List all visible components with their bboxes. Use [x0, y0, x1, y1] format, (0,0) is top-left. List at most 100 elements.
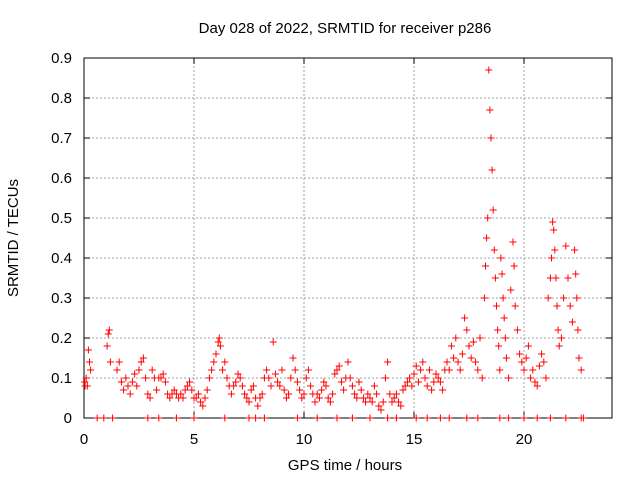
- y-tick-label: 0.8: [51, 90, 72, 107]
- data-point: [403, 378, 411, 386]
- data-point: [522, 354, 530, 362]
- data-point: [542, 374, 550, 382]
- data-point: [384, 414, 392, 422]
- data-point: [370, 382, 378, 390]
- data-point: [439, 386, 447, 394]
- data-point: [307, 382, 315, 390]
- data-point: [509, 238, 517, 246]
- data-point: [183, 382, 191, 390]
- data-point: [205, 374, 213, 382]
- data-point: [524, 342, 532, 350]
- data-point: [458, 350, 466, 358]
- data-point: [144, 390, 152, 398]
- data-point: [392, 390, 400, 398]
- data-point: [355, 378, 363, 386]
- data-point: [227, 390, 235, 398]
- data-point: [553, 302, 561, 310]
- data-point: [84, 346, 92, 354]
- data-point: [293, 414, 301, 422]
- data-point: [533, 382, 541, 390]
- data-point: [483, 234, 491, 242]
- data-point: [300, 390, 308, 398]
- data-point: [491, 274, 499, 282]
- data-point: [482, 262, 489, 270]
- data-point: [544, 294, 552, 302]
- data-point: [552, 274, 560, 282]
- data-point: [465, 342, 473, 350]
- data-point: [188, 386, 196, 394]
- data-point: [381, 374, 389, 382]
- data-point: [216, 342, 224, 350]
- data-point: [412, 362, 420, 370]
- data-point: [575, 354, 583, 362]
- data-point: [269, 338, 277, 346]
- data-point: [100, 414, 108, 422]
- data-point: [214, 338, 222, 346]
- data-point: [362, 398, 370, 406]
- data-point: [265, 374, 273, 382]
- data-point: [499, 294, 507, 302]
- data-point: [166, 394, 174, 402]
- data-point: [287, 374, 295, 382]
- data-point: [577, 414, 585, 422]
- data-point: [223, 374, 231, 382]
- data-point: [571, 246, 579, 254]
- plot-frame: [83, 57, 613, 419]
- data-point: [313, 390, 321, 398]
- data-point: [452, 334, 460, 342]
- data-point: [340, 386, 348, 394]
- data-point: [177, 390, 185, 398]
- data-point: [467, 354, 475, 362]
- data-point: [267, 382, 275, 390]
- data-point: [83, 382, 91, 390]
- data-point: [128, 378, 136, 386]
- data-point: [249, 382, 257, 390]
- data-point: [109, 414, 117, 422]
- data-point: [572, 270, 580, 278]
- y-tick-label: 0.6: [51, 170, 72, 187]
- data-point: [494, 326, 502, 334]
- x-axis-ticks: 0 5 10 15 20: [80, 58, 532, 448]
- data-point: [329, 390, 337, 398]
- data-point: [353, 394, 361, 402]
- data-point: [497, 254, 505, 262]
- data-point: [445, 414, 453, 422]
- data-point: [510, 262, 518, 270]
- data-point: [256, 394, 264, 402]
- data-point: [447, 342, 455, 350]
- data-point: [245, 398, 253, 406]
- data-point: [197, 398, 205, 406]
- data-point: [540, 358, 548, 366]
- data-point: [366, 414, 374, 422]
- data-point: [461, 314, 469, 322]
- y-tick-label: 0.9: [51, 50, 72, 67]
- data-point: [408, 382, 416, 390]
- data-point: [215, 334, 223, 342]
- x-tick-label: 0: [80, 431, 88, 448]
- data-point: [505, 414, 513, 422]
- data-point: [247, 386, 255, 394]
- data-point: [527, 374, 535, 382]
- data-point: [463, 414, 471, 422]
- data-point: [377, 406, 385, 414]
- data-point: [322, 382, 330, 390]
- data-point: [412, 414, 420, 422]
- data-point: [333, 414, 341, 422]
- data-point: [463, 326, 471, 334]
- data-point: [291, 366, 299, 374]
- data-point: [388, 398, 396, 406]
- data-point: [146, 394, 154, 402]
- data-point: [390, 394, 398, 402]
- data-point: [274, 378, 282, 386]
- data-point: [529, 366, 537, 374]
- data-point: [103, 342, 111, 350]
- data-point: [153, 386, 161, 394]
- data-point: [230, 382, 238, 390]
- data-point: [535, 362, 543, 370]
- data-point: [406, 374, 414, 382]
- data-point: [564, 274, 572, 282]
- data-point: [395, 398, 403, 406]
- y-axis-ticks: 0 0.1 0.2 0.3 0.4 0.5 0.6 0.7 0.8 0.9: [51, 50, 612, 427]
- x-tick-label: 15: [406, 431, 423, 448]
